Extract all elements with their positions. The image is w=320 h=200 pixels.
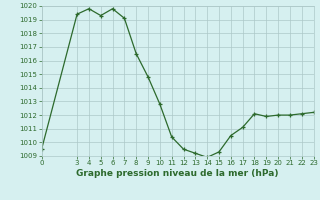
- X-axis label: Graphe pression niveau de la mer (hPa): Graphe pression niveau de la mer (hPa): [76, 169, 279, 178]
